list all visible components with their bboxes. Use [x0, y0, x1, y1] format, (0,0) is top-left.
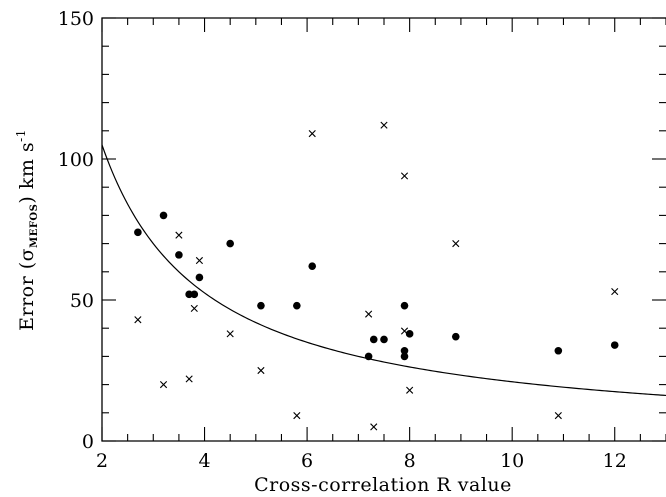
filled-circle-point	[226, 239, 234, 248]
filled-circle-point	[369, 335, 378, 344]
cross-point	[452, 240, 460, 248]
cross-point	[134, 316, 142, 324]
filled-circle-point	[308, 262, 317, 270]
cross-point	[406, 386, 414, 394]
filled-circle-point	[195, 273, 204, 282]
plot-border	[101, 17, 666, 442]
cross-point	[308, 130, 316, 138]
y-tick-label: 150	[58, 8, 94, 30]
x-axis-title: Cross-correlation R value	[254, 474, 512, 496]
cross-point	[293, 412, 301, 420]
y-axis-title-superscript: -1	[14, 129, 28, 142]
y-tick-label: 100	[58, 149, 94, 171]
filled-circle-point	[400, 346, 409, 355]
y-axis-title-suffix: ) km s	[16, 142, 38, 204]
filled-circle-point	[159, 211, 168, 220]
y-axis-title-prefix: Error (	[16, 261, 38, 331]
fit-curve-layer	[101, 144, 666, 397]
cross-point	[554, 412, 562, 420]
cross-point	[370, 423, 378, 431]
cross-point	[190, 304, 198, 313]
cross-point	[257, 366, 265, 375]
filled-circle-point	[554, 346, 563, 355]
filled-circle-point	[451, 332, 460, 341]
fit-curve	[101, 144, 666, 397]
axis-ticks	[101, 17, 666, 442]
filled-circle-point	[134, 228, 142, 237]
filled-circle-point	[610, 341, 619, 349]
cross-point	[226, 330, 234, 338]
x-tick-label: 6	[301, 450, 313, 472]
axis-tick-labels: 2 4 6 8 10 12 0 50 100 150	[58, 8, 627, 472]
filled-circle-point	[293, 301, 301, 310]
filled-circle-point	[257, 301, 265, 310]
x-tick-label: 12	[603, 450, 627, 472]
x-tick-label: 8	[404, 450, 416, 472]
cross-point	[611, 287, 619, 296]
y-axis-title-subscript: MEFOS	[29, 204, 40, 248]
plot-frame	[101, 17, 666, 442]
filled-circle-point	[405, 330, 414, 338]
filled-circle-point	[364, 352, 373, 361]
data-points	[134, 121, 619, 431]
cross-point	[175, 231, 183, 239]
cross-point	[159, 381, 168, 389]
cross-point	[380, 121, 388, 129]
y-tick-label: 50	[70, 290, 94, 312]
filled-circle-point	[175, 251, 183, 259]
x-tick-label: 10	[500, 450, 524, 472]
filled-circle-point	[380, 335, 388, 344]
y-tick-label: 0	[82, 431, 94, 453]
y-axis-title: Error (σMEFOS) km s-1	[14, 129, 40, 331]
filled-circle-point	[400, 352, 409, 361]
filled-circle-point	[190, 290, 199, 299]
x-tick-label: 4	[198, 450, 210, 472]
cross-point	[400, 327, 409, 335]
y-axis-title-symbol: σ	[16, 248, 38, 261]
filled-circle-point	[400, 301, 409, 310]
cross-point	[195, 256, 204, 265]
cross-point	[185, 375, 193, 383]
cross-point	[365, 310, 373, 318]
x-tick-label: 2	[96, 450, 108, 472]
cross-point	[400, 172, 409, 180]
